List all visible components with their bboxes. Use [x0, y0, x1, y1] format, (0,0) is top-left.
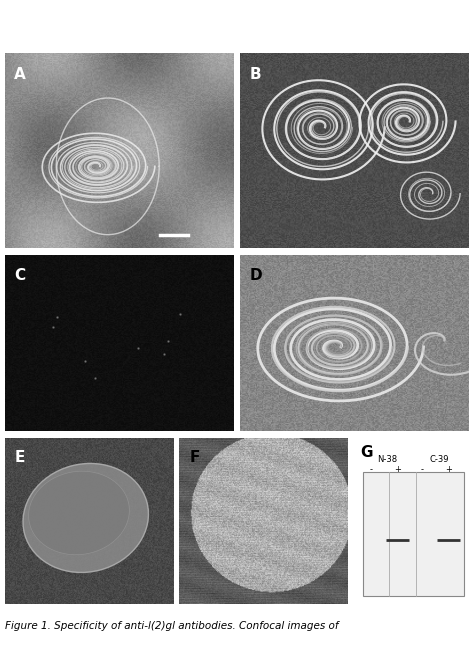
Ellipse shape — [28, 471, 129, 554]
Text: Figure 1. Specificity of anti-l(2)gl antibodies. Confocal images of: Figure 1. Specificity of anti-l(2)gl ant… — [5, 621, 338, 631]
Text: E: E — [15, 450, 25, 465]
Ellipse shape — [23, 463, 148, 572]
Text: D: D — [250, 268, 262, 283]
Bar — [364, 471, 464, 596]
Text: G: G — [360, 445, 373, 460]
Text: C-39: C-39 — [429, 455, 448, 464]
Text: -: - — [420, 465, 424, 474]
Text: -: - — [370, 465, 373, 474]
Text: B: B — [250, 67, 261, 82]
Text: N-38: N-38 — [377, 455, 397, 464]
Text: +: + — [394, 465, 401, 474]
Text: A: A — [14, 67, 26, 82]
Text: +: + — [445, 465, 452, 474]
Text: C: C — [14, 268, 25, 283]
Text: F: F — [190, 450, 200, 465]
